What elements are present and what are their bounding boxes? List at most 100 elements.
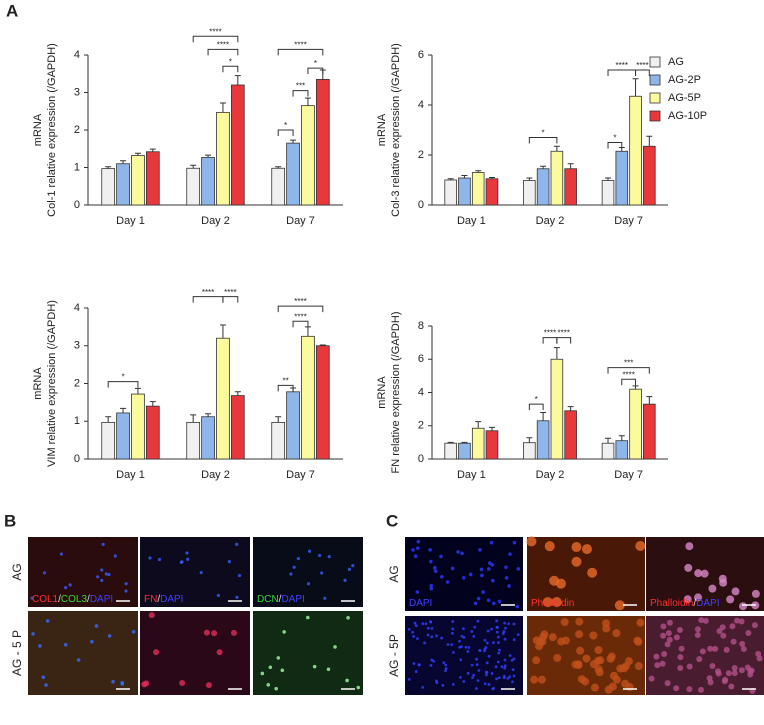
cell (107, 573, 111, 577)
cell (694, 626, 701, 633)
cell (470, 663, 474, 667)
row-label: AG - 5P (387, 634, 401, 677)
cell (731, 587, 740, 596)
panel-label: B (4, 511, 16, 530)
cell (94, 624, 99, 628)
cell (459, 675, 462, 679)
cell (441, 683, 445, 687)
cell (561, 636, 570, 645)
cell (411, 630, 415, 634)
cell (694, 569, 703, 578)
significance-label: **** (294, 312, 306, 321)
y-tick-label: 8 (418, 320, 424, 332)
cell (678, 645, 685, 652)
micrograph (140, 537, 250, 607)
y-tick-label: 1 (74, 161, 80, 173)
cell (464, 645, 468, 649)
x-tick-label: Day 2 (201, 215, 230, 227)
cell (587, 567, 598, 578)
cell (101, 542, 105, 546)
cell (731, 670, 738, 677)
bar (523, 442, 536, 460)
micrograph (253, 611, 363, 695)
cell (63, 642, 68, 647)
bar (145, 405, 160, 460)
significance-label: **** (622, 370, 634, 379)
micrograph (405, 537, 523, 611)
cell (696, 656, 703, 663)
error-bar (605, 437, 612, 444)
y-tick-label: 0 (418, 199, 424, 211)
cell (601, 619, 610, 628)
cell (211, 630, 218, 637)
cell (296, 556, 300, 561)
error-bar (488, 426, 495, 431)
cell (483, 682, 487, 686)
cell (530, 675, 539, 684)
x-tick-label: Day 2 (536, 215, 565, 227)
bar (444, 179, 457, 206)
cell (446, 643, 450, 646)
cell (320, 571, 324, 575)
significance-bracket (621, 378, 637, 386)
significance-label: **** (544, 329, 556, 338)
cell (282, 630, 286, 634)
cell (430, 658, 434, 662)
cell (666, 636, 673, 643)
cell (665, 630, 672, 637)
cell (292, 565, 296, 569)
cell (416, 546, 420, 550)
cell (356, 685, 361, 690)
cell (235, 595, 239, 599)
cell (429, 559, 433, 564)
significance-label: **** (217, 40, 229, 49)
significance-label: ** (283, 376, 289, 385)
cell (686, 663, 693, 670)
cell (634, 662, 643, 671)
cell (738, 602, 747, 611)
cell (412, 635, 416, 638)
significance-bracket (277, 305, 324, 313)
error-bar (275, 166, 282, 169)
cell (426, 633, 430, 637)
cell (216, 593, 220, 598)
cell (730, 638, 737, 645)
cell (553, 653, 562, 662)
cell (666, 619, 673, 626)
cell (473, 625, 477, 629)
cell (451, 683, 455, 686)
cell (227, 559, 231, 564)
cell (492, 601, 496, 606)
cell (323, 596, 327, 600)
error-bar (219, 102, 226, 113)
cell (495, 677, 498, 681)
cell (414, 670, 418, 673)
cell (508, 675, 512, 679)
error-bar (447, 178, 454, 180)
caption-part: Phalloidin (650, 598, 693, 609)
cell (589, 660, 598, 669)
cell (654, 662, 661, 669)
cell (107, 634, 112, 638)
cell (698, 686, 705, 693)
cell (684, 563, 693, 572)
caption: Phalloidin/DAPI (650, 598, 720, 609)
error-bar (190, 414, 197, 423)
error-bar (567, 406, 574, 411)
bar (444, 442, 457, 460)
cell (492, 641, 495, 644)
cell (673, 634, 680, 641)
cell (660, 623, 667, 630)
error-bar (149, 401, 156, 407)
cell (111, 679, 115, 684)
bar (629, 95, 642, 206)
cell (351, 563, 355, 568)
significance-bracket (222, 296, 239, 303)
bar (458, 442, 471, 460)
cell (661, 650, 668, 657)
cell (407, 677, 411, 681)
bar (601, 442, 615, 460)
cell (504, 576, 509, 580)
cell (266, 683, 271, 687)
micrograph (28, 537, 138, 607)
